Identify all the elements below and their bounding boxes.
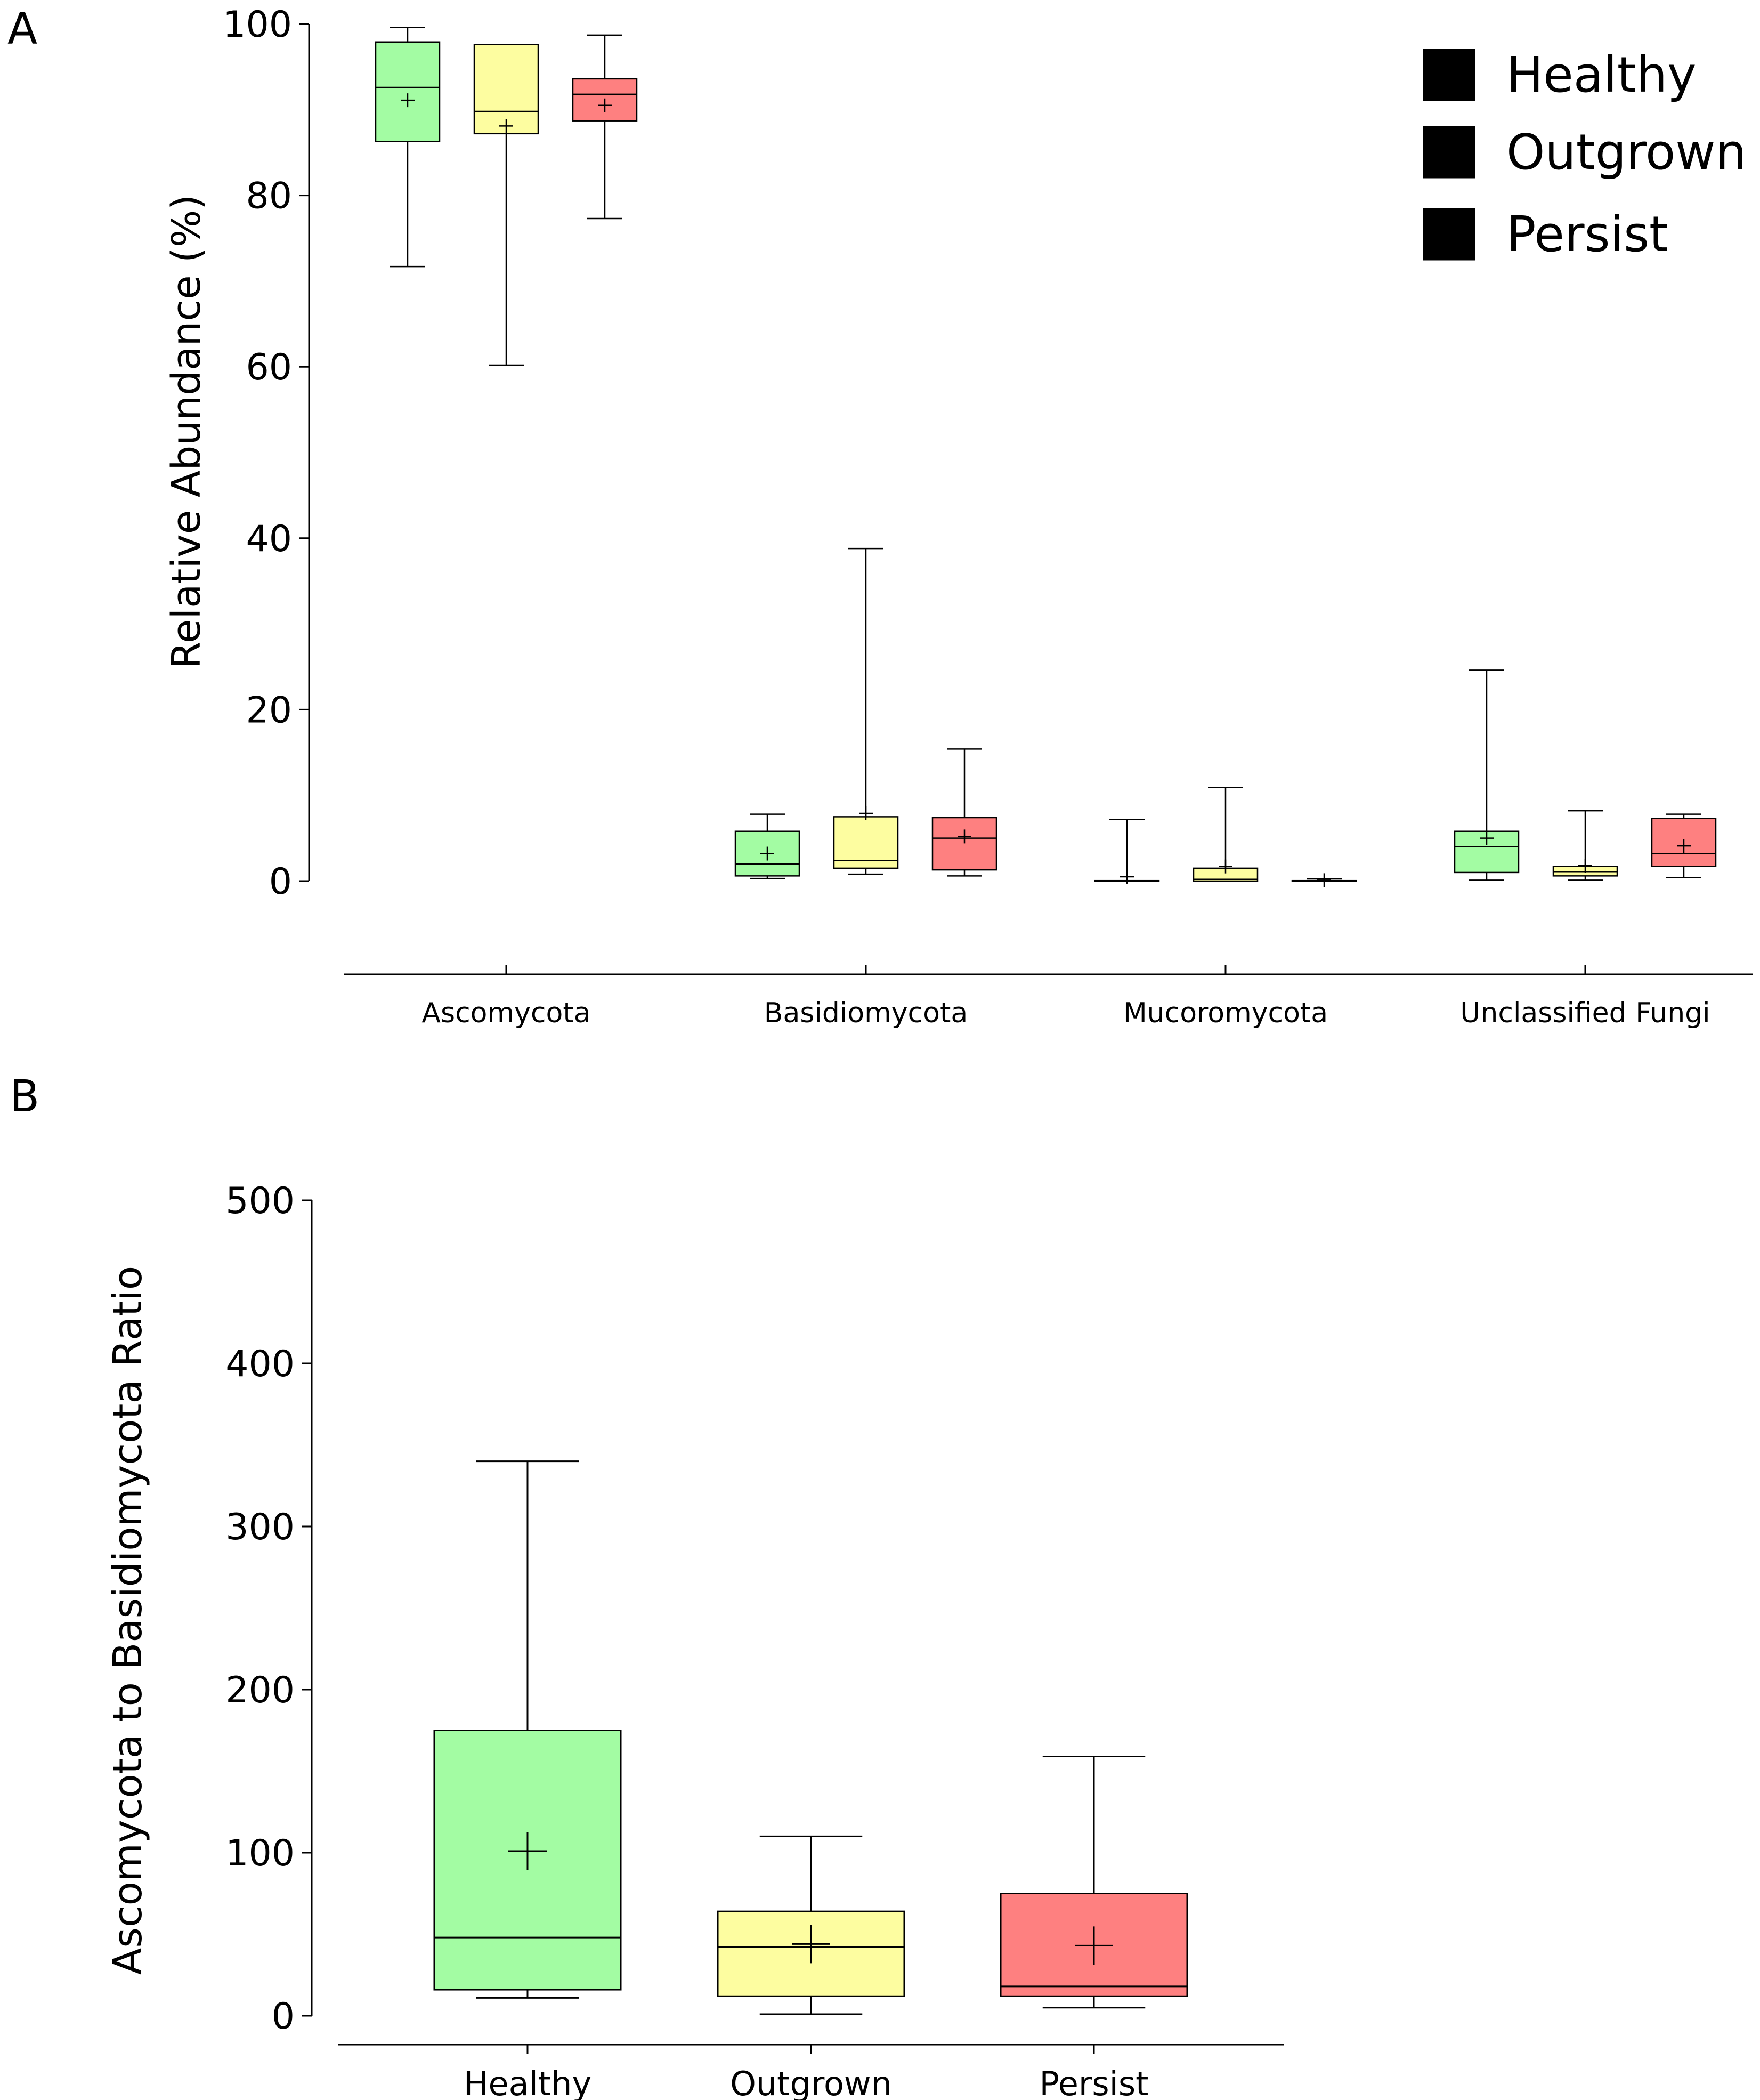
panel-b-x-tick-label-persist: Persist — [1040, 2064, 1149, 2100]
panel-a-x-tick-label-unclassified-fungi: Unclassified Fungi — [1460, 997, 1710, 1029]
legend-label-outgrown: Outgrown — [1506, 124, 1747, 181]
panel-a-y-tick-label-100: 100 — [223, 4, 292, 46]
panel-a-chart: 0 20 40 60 80 100 Ascomycota Basidiomycota Muco… — [164, 4, 1753, 1029]
panel-b-y-tick-label-200: 200 — [225, 1669, 295, 1711]
box-basidiomycota-persist-iqr-box — [931, 817, 997, 871]
panel-b-y-axis: 0 100 200 300 400 500 — [225, 1180, 313, 2038]
panel-a-x-tick-label-ascomycota: Ascomycota — [421, 997, 590, 1029]
legend-swatch-persist — [1423, 208, 1475, 261]
panel-a-y-tick-label-40: 40 — [246, 518, 292, 560]
legend-label-healthy: Healthy — [1506, 46, 1697, 103]
panel-b-label: B — [10, 1071, 39, 1122]
panel-b-y-tick-label-100: 100 — [225, 1832, 295, 1875]
panel-b-y-tick-label-300: 300 — [225, 1506, 295, 1548]
panel-b-boxes — [433, 1460, 1188, 2015]
panel-a-y-tick-label-20: 20 — [246, 689, 292, 731]
panel-a-label: A — [7, 4, 37, 54]
legend: Healthy Outgrown Persist — [1423, 46, 1747, 263]
panel-a-x-axis: Ascomycota Basidiomycota Mucoromycota Uncla… — [344, 965, 1753, 1029]
panel-b-y-axis-label: Ascomycota to Basidiomycota Ratio — [105, 1266, 151, 1975]
panel-a-x-tick-label-basidiomycota: Basidiomycota — [764, 997, 968, 1029]
box-ascomycota-healthy-iqr-box — [375, 41, 441, 142]
panel-a-x-tick-label-mucoromycota: Mucoromycota — [1123, 997, 1328, 1029]
legend-label-persist: Persist — [1506, 206, 1668, 263]
panel-b-x-tick-label-outgrown: Outgrown — [730, 2064, 892, 2100]
panel-a-y-axis-label: Relative Abundance (%) — [164, 195, 209, 669]
panel-b-y-tick-label-400: 400 — [225, 1343, 295, 1385]
panel-b-y-tick-label-500: 500 — [225, 1180, 295, 1222]
legend-swatch-healthy — [1423, 49, 1475, 101]
panel-a-y-axis: 0 20 40 60 80 100 — [223, 4, 310, 903]
box-ascomycota-outgrown-iqr-box — [473, 44, 539, 135]
panel-b-x-tick-label-healthy: Healthy — [464, 2064, 591, 2100]
panel-a-boxes — [375, 27, 1717, 887]
panel-a-y-tick-label-80: 80 — [246, 175, 292, 217]
legend-swatch-outgrown — [1423, 126, 1475, 179]
panel-a-y-tick-label-0: 0 — [269, 861, 292, 903]
box-basidiomycota-outgrown-iqr-box — [833, 816, 899, 869]
panel-b-x-axis: Healthy Outgrown Persist — [338, 2044, 1284, 2100]
panel-a-y-tick-label-60: 60 — [246, 346, 292, 389]
panel-b-y-tick-label-0: 0 — [272, 1996, 295, 2038]
